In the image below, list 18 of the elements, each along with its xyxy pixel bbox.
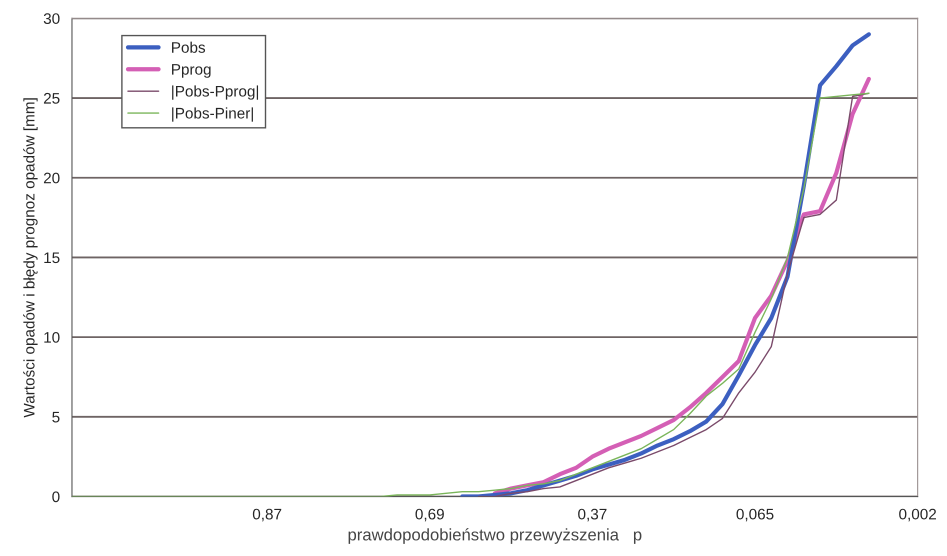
y-tick-label: 30 [44,13,60,24]
legend-label: Pobs [172,42,206,53]
y-axis-title: Wartości opadów i błędy prognoz opadów [mm] [23,98,38,418]
y-tick-label: 0 [52,491,60,502]
x-tick-label: 0,87 [252,508,282,522]
y-tick-label: 25 [44,92,60,104]
y-tick-label: 5 [52,412,60,422]
x-tick-label: 0,065 [736,508,774,522]
x-tick-label: 0,002 [899,508,936,522]
y-tick-label: 15 [44,252,60,264]
y-tick-label: 10 [44,332,60,343]
legend-label: Pprog [172,64,211,78]
legend-label: |Pobs-Piner| [172,107,253,122]
y-tick-label: 20 [44,172,60,184]
x-tick-label: 0,69 [415,508,444,522]
x-tick-label: 0,37 [578,508,606,522]
legend-label: |Pobs-Pprog| [172,85,258,100]
x-axis-title: prawdopodobieństwo przewyższenia p [348,528,642,544]
